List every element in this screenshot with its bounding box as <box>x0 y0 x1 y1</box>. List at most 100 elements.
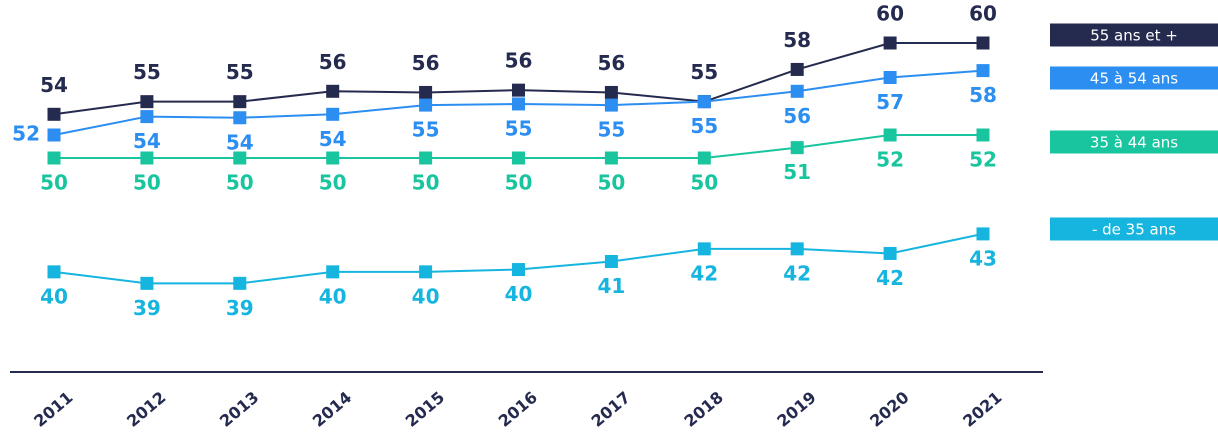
point-marker <box>140 276 154 290</box>
data-label: 54 <box>319 127 347 151</box>
legend-label: 45 à 54 ans <box>1090 70 1178 88</box>
data-label: 50 <box>412 171 440 195</box>
legend-swatch <box>1050 23 1218 47</box>
point-marker <box>419 265 433 279</box>
point-marker <box>790 62 804 76</box>
data-label: 55 <box>226 60 254 84</box>
point-marker <box>419 98 433 112</box>
data-label: 42 <box>876 266 904 290</box>
point-marker <box>976 64 990 78</box>
data-label: 40 <box>412 284 440 308</box>
point-marker <box>790 84 804 98</box>
data-label: 54 <box>226 130 254 154</box>
data-label: 39 <box>226 296 254 320</box>
point-marker <box>790 242 804 256</box>
point-marker <box>790 141 804 155</box>
data-label: 43 <box>969 246 997 270</box>
data-label: 58 <box>783 28 811 52</box>
point-marker <box>512 263 525 277</box>
point-marker <box>976 128 990 142</box>
data-label: 50 <box>597 171 625 195</box>
data-label: 55 <box>597 118 625 142</box>
point-marker <box>512 83 525 97</box>
point-marker <box>233 151 247 165</box>
x-tick-label: 2016 <box>495 388 541 431</box>
data-label: 42 <box>690 261 718 285</box>
data-label: 50 <box>505 171 533 195</box>
point-marker <box>233 95 247 109</box>
x-tick-label: 2013 <box>216 388 262 431</box>
data-label: 55 <box>412 118 440 142</box>
point-marker <box>883 36 897 50</box>
point-marker <box>419 151 433 165</box>
point-marker <box>883 71 897 84</box>
data-label: 60 <box>876 2 904 26</box>
legend-label: - de 35 ans <box>1092 221 1176 239</box>
x-tick-label: 2019 <box>773 388 819 431</box>
data-label: 56 <box>319 50 347 74</box>
point-marker <box>604 85 618 99</box>
data-label: 52 <box>12 122 40 146</box>
point-marker <box>883 246 897 260</box>
legend-swatch <box>1050 217 1218 241</box>
data-label: 50 <box>133 171 161 195</box>
data-label: 56 <box>783 104 811 128</box>
data-label: 42 <box>783 261 811 285</box>
point-marker <box>326 151 340 165</box>
x-tick-label: 2011 <box>30 388 76 431</box>
data-label: 51 <box>783 160 811 184</box>
data-label: 39 <box>133 296 161 320</box>
data-label: 56 <box>597 51 625 75</box>
data-label: 50 <box>690 171 718 195</box>
data-label: 50 <box>226 171 254 195</box>
data-label: 40 <box>505 282 533 306</box>
data-label: 41 <box>597 274 625 298</box>
point-marker <box>47 107 61 121</box>
data-label: 50 <box>40 171 68 195</box>
data-label: 55 <box>690 60 718 84</box>
data-label: 58 <box>969 83 997 107</box>
x-tick-label: 2021 <box>959 388 1005 431</box>
x-tick-label: 2018 <box>680 388 726 431</box>
point-marker <box>512 151 525 165</box>
data-label: 52 <box>876 148 904 172</box>
legend-label: 35 à 44 ans <box>1090 134 1178 152</box>
point-marker <box>47 151 61 165</box>
point-marker <box>604 151 618 165</box>
point-marker <box>883 128 897 142</box>
point-marker <box>976 36 990 50</box>
point-marker <box>326 265 340 279</box>
data-label: 40 <box>319 284 347 308</box>
x-tick-label: 2017 <box>588 388 634 431</box>
data-label: 57 <box>876 90 904 114</box>
legend-label: 55 ans et + <box>1090 27 1178 45</box>
point-marker <box>697 242 711 256</box>
point-marker <box>233 276 247 290</box>
point-marker <box>512 97 525 111</box>
point-marker <box>976 227 990 241</box>
data-label: 50 <box>319 171 347 195</box>
point-marker <box>604 255 618 268</box>
data-label: 52 <box>969 148 997 172</box>
data-label: 55 <box>505 116 533 140</box>
data-label: 40 <box>40 284 68 308</box>
point-marker <box>326 84 340 98</box>
legend-swatch <box>1050 130 1218 154</box>
point-marker <box>419 85 433 99</box>
point-marker <box>140 151 154 165</box>
data-label: 54 <box>133 129 161 153</box>
x-tick-label: 2020 <box>866 388 912 431</box>
x-tick-label: 2015 <box>402 388 448 431</box>
data-label: 56 <box>412 51 440 75</box>
point-marker <box>47 265 61 279</box>
data-label: 54 <box>40 73 68 97</box>
point-marker <box>233 111 247 125</box>
point-marker <box>140 95 154 109</box>
legend-swatch <box>1050 66 1218 90</box>
x-tick-label: 2012 <box>123 388 169 431</box>
point-marker <box>140 110 154 124</box>
point-marker <box>47 128 61 142</box>
data-label: 56 <box>505 49 533 73</box>
data-label: 60 <box>969 2 997 26</box>
point-marker <box>697 151 711 165</box>
